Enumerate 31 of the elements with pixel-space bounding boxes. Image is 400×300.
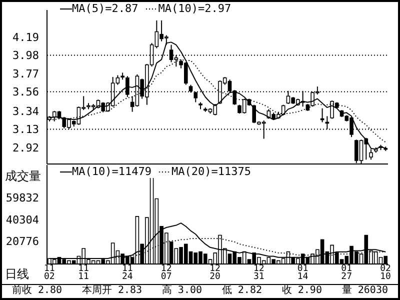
text: 低 2.82 [222, 285, 262, 297]
legend-label: MA(5)=2.87 [72, 2, 138, 15]
y-tick-label: 20776 [6, 234, 39, 248]
y-tick-label: 3.77 [12, 67, 39, 80]
y-tick-label: 3.56 [12, 86, 39, 99]
x-tick-label: 02 10 [380, 264, 391, 282]
y-tick-label: 2.92 [12, 141, 39, 154]
text: 量 26030 [342, 285, 388, 297]
y-tick-label: 3.98 [12, 49, 39, 62]
text: 高 3.00 [162, 285, 202, 297]
y-tick-label: 4.19 [12, 30, 39, 44]
y-tick-label: 3.34 [12, 104, 40, 118]
y-tick-label: 3.13 [12, 123, 39, 136]
x-tick-label: 01 27 [341, 264, 352, 282]
x-tick-label: 11 02 [44, 264, 55, 282]
y-tick-label: 40304 [6, 213, 40, 226]
legend-label: MA(10)=11479 [72, 165, 152, 178]
legend-label: MA(20)=11375 [171, 165, 251, 178]
legend-label: MA(10)=2.97 [158, 2, 232, 15]
text: 前收 2.80 [12, 285, 62, 297]
y-tick-label: 59832 [6, 192, 39, 205]
x-tick-label: 12 20 [210, 264, 220, 282]
y-axis-title: 成交量 [5, 168, 41, 185]
text: 本周开 2.83 [82, 285, 142, 297]
x-tick-label: 12 07 [160, 264, 172, 282]
text: 日线 [5, 266, 29, 283]
x-tick-label: 11 24 [122, 264, 133, 282]
x-tick-label: 12 31 [253, 264, 264, 282]
x-tick-label: 11 11 [78, 264, 89, 282]
x-tick-label: 01 14 [297, 264, 308, 282]
text: 收 2.90 [282, 285, 322, 297]
